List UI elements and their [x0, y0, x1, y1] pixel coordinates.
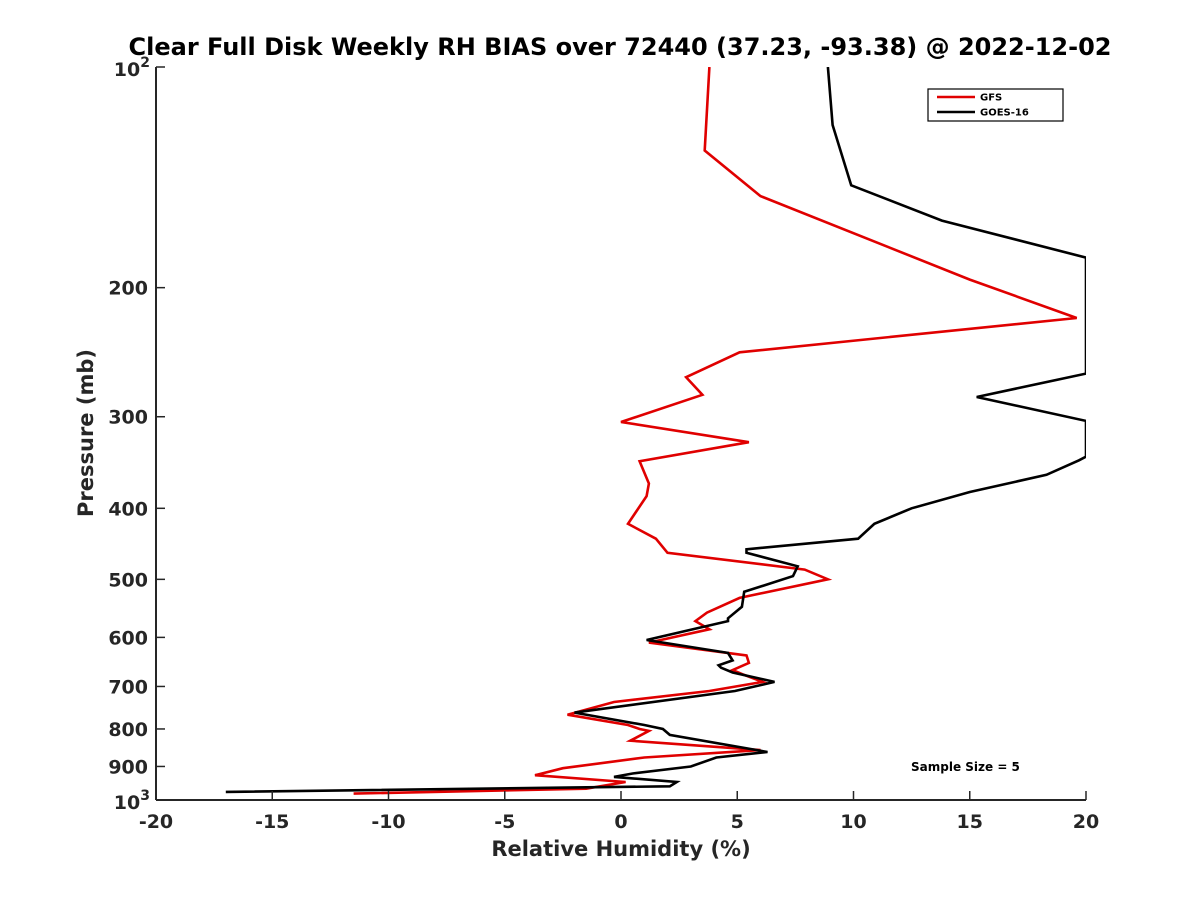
series-line-gfs [353, 67, 1078, 795]
y-tick-label: 300 [108, 407, 148, 429]
x-axis-label: Relative Humidity (%) [491, 837, 750, 861]
chart-title: Clear Full Disk Weekly RH BIAS over 7244… [129, 33, 1112, 61]
x-tick-label: -15 [255, 811, 289, 833]
y-tick-label: 800 [108, 719, 148, 741]
y-tick-label: 400 [108, 498, 148, 520]
x-tick-label: -20 [139, 811, 173, 833]
y-axis-label: Pressure (mb) [74, 349, 98, 517]
x-tick-label: 20 [1073, 811, 1099, 833]
legend-label-gfs: GFS [980, 93, 1002, 104]
x-axis-ticks: -20 -15 -10 -5 0 5 10 15 20 [139, 791, 1099, 833]
y-tick-label: 600 [108, 627, 148, 649]
y-axis-ticks: 102 200 300 400 500 600 700 800 900 103 [108, 55, 165, 814]
x-tick-label: 10 [840, 811, 866, 833]
series-line-goes16 [225, 67, 1086, 794]
legend-label-goes16: GOES-16 [980, 108, 1029, 119]
legend: GFS GOES-16 [927, 88, 1064, 122]
y-tick-label: 102 [114, 55, 150, 81]
plot-area [225, 67, 1086, 795]
y-tick-label: 200 [108, 278, 148, 300]
x-tick-label: -5 [494, 811, 515, 833]
x-tick-label: 0 [614, 811, 627, 833]
y-tick-label: 103 [114, 788, 150, 814]
legend-box [927, 88, 1064, 122]
sample-size-annotation: Sample Size = 5 [911, 760, 1020, 774]
x-tick-label: 15 [957, 811, 983, 833]
x-tick-label: 5 [731, 811, 744, 833]
x-tick-label: -10 [371, 811, 405, 833]
y-tick-label: 500 [108, 569, 148, 591]
y-tick-label: 900 [108, 756, 148, 778]
y-tick-label: 700 [108, 676, 148, 698]
